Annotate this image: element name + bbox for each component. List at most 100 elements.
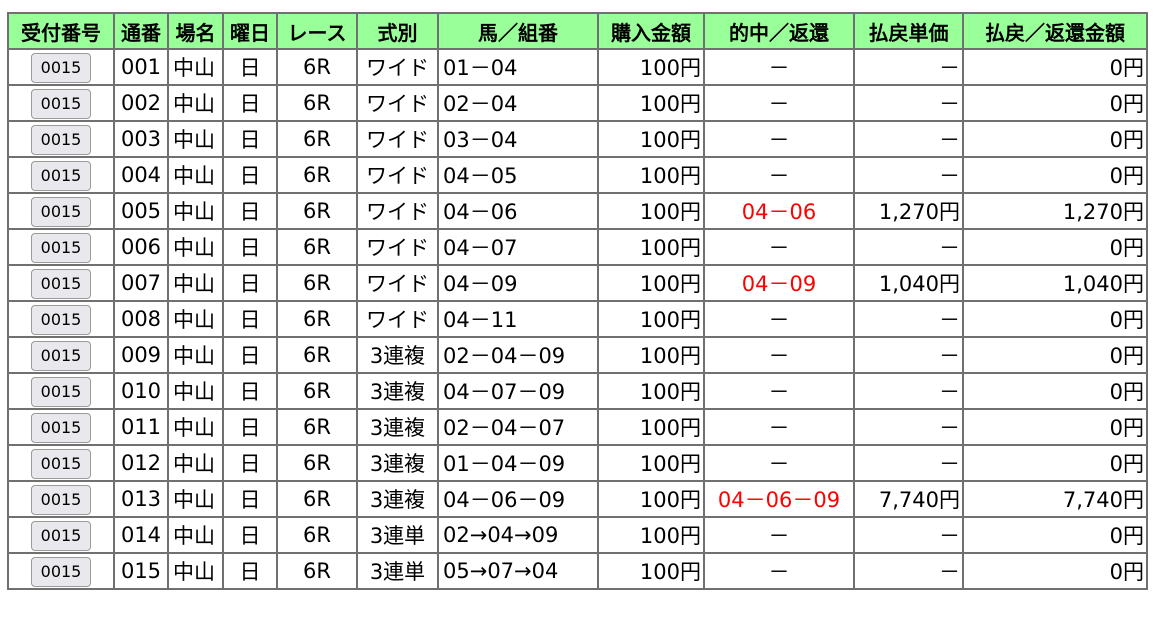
- receipt-cell: 0015: [7, 444, 115, 482]
- payout-unit-cell: －: [853, 336, 964, 374]
- hit-refund-cell: －: [703, 84, 855, 122]
- hit-refund-cell: －: [703, 336, 855, 374]
- day-cell: 日: [222, 336, 278, 374]
- hit-refund-cell: －: [703, 552, 855, 590]
- receipt-button[interactable]: 0015: [31, 269, 91, 299]
- serial-number-cell: 002: [113, 84, 169, 122]
- header-hit-refund: 的中／返還: [703, 12, 855, 50]
- venue-cell: 中山: [167, 156, 224, 194]
- purchase-amount-cell: 100円: [597, 264, 705, 302]
- purchase-amount-cell: 100円: [597, 48, 705, 86]
- hit-refund-cell: 04－06: [703, 192, 855, 230]
- serial-number-cell: 001: [113, 48, 169, 86]
- receipt-cell: 0015: [7, 336, 115, 374]
- combination-cell: 04－05: [437, 156, 599, 194]
- bet-results-table: 受付番号 通番 場名 曜日 レース 式別 馬／組番 購入金額 的中／返還 払戻単価 払戻／返還金額 …: [7, 12, 1148, 590]
- receipt-cell: 0015: [7, 264, 115, 302]
- serial-number-cell: 004: [113, 156, 169, 194]
- race-cell: 6R: [276, 444, 358, 482]
- receipt-button[interactable]: 0015: [31, 89, 91, 119]
- header-serial: 通番: [113, 12, 169, 50]
- receipt-button[interactable]: 0015: [31, 521, 91, 551]
- day-cell: 日: [222, 192, 278, 230]
- combination-cell: 05→07→04: [437, 552, 599, 590]
- header-payout-unit: 払戻単価: [853, 12, 964, 50]
- venue-cell: 中山: [167, 444, 224, 482]
- venue-cell: 中山: [167, 372, 224, 410]
- serial-number-cell: 003: [113, 120, 169, 158]
- payout-amount-cell: 0円: [962, 444, 1148, 482]
- payout-amount-cell: 0円: [962, 84, 1148, 122]
- day-cell: 日: [222, 516, 278, 554]
- receipt-button[interactable]: 0015: [31, 197, 91, 227]
- payout-unit-cell: －: [853, 372, 964, 410]
- hit-refund-cell: －: [703, 444, 855, 482]
- day-cell: 日: [222, 444, 278, 482]
- bet-type-cell: ワイド: [356, 84, 439, 122]
- receipt-button[interactable]: 0015: [31, 161, 91, 191]
- header-bet-type: 式別: [356, 12, 439, 50]
- combination-cell: 04－09: [437, 264, 599, 302]
- bet-type-cell: 3連複: [356, 480, 439, 518]
- header-venue: 場名: [167, 12, 224, 50]
- venue-cell: 中山: [167, 336, 224, 374]
- receipt-button[interactable]: 0015: [31, 233, 91, 263]
- combination-cell: 02－04: [437, 84, 599, 122]
- receipt-cell: 0015: [7, 300, 115, 338]
- venue-cell: 中山: [167, 552, 224, 590]
- table-row: 0015 008 中山日 6R ワイド 04－11 100円－－ 0円: [7, 300, 1148, 338]
- combination-cell: 02－04－07: [437, 408, 599, 446]
- day-cell: 日: [222, 264, 278, 302]
- hit-refund-cell: －: [703, 48, 855, 86]
- receipt-button[interactable]: 0015: [31, 413, 91, 443]
- payout-unit-cell: －: [853, 48, 964, 86]
- serial-number-cell: 009: [113, 336, 169, 374]
- venue-cell: 中山: [167, 228, 224, 266]
- payout-amount-cell: 0円: [962, 120, 1148, 158]
- payout-unit-cell: －: [853, 300, 964, 338]
- purchase-amount-cell: 100円: [597, 192, 705, 230]
- payout-unit-cell: －: [853, 228, 964, 266]
- purchase-amount-cell: 100円: [597, 120, 705, 158]
- serial-number-cell: 015: [113, 552, 169, 590]
- receipt-cell: 0015: [7, 480, 115, 518]
- payout-amount-cell: 0円: [962, 228, 1148, 266]
- payout-unit-cell: 1,040円: [853, 264, 964, 302]
- table-row: 0015 015 中山日 6R 3連単 05→07→04 100円－－ 0円: [7, 552, 1148, 590]
- day-cell: 日: [222, 408, 278, 446]
- venue-cell: 中山: [167, 192, 224, 230]
- receipt-button[interactable]: 0015: [31, 341, 91, 371]
- race-cell: 6R: [276, 264, 358, 302]
- receipt-button[interactable]: 0015: [31, 125, 91, 155]
- venue-cell: 中山: [167, 408, 224, 446]
- payout-unit-cell: －: [853, 84, 964, 122]
- receipt-button[interactable]: 0015: [31, 485, 91, 515]
- payout-amount-cell: 0円: [962, 408, 1148, 446]
- combination-cell: 01－04－09: [437, 444, 599, 482]
- receipt-button[interactable]: 0015: [31, 53, 91, 83]
- hit-refund-cell: －: [703, 300, 855, 338]
- serial-number-cell: 007: [113, 264, 169, 302]
- day-cell: 日: [222, 372, 278, 410]
- table-row: 0015 014 中山日 6R 3連単 02→04→09 100円－－ 0円: [7, 516, 1148, 554]
- receipt-cell: 0015: [7, 48, 115, 86]
- receipt-cell: 0015: [7, 408, 115, 446]
- receipt-cell: 0015: [7, 372, 115, 410]
- serial-number-cell: 008: [113, 300, 169, 338]
- hit-refund-cell: －: [703, 408, 855, 446]
- receipt-button[interactable]: 0015: [31, 449, 91, 479]
- purchase-amount-cell: 100円: [597, 156, 705, 194]
- race-cell: 6R: [276, 408, 358, 446]
- race-cell: 6R: [276, 480, 358, 518]
- receipt-button[interactable]: 0015: [31, 305, 91, 335]
- bet-type-cell: ワイド: [356, 156, 439, 194]
- payout-amount-cell: 0円: [962, 336, 1148, 374]
- payout-amount-cell: 0円: [962, 300, 1148, 338]
- payout-amount-cell: 1,040円: [962, 264, 1148, 302]
- hit-refund-cell: －: [703, 516, 855, 554]
- race-cell: 6R: [276, 84, 358, 122]
- receipt-button[interactable]: 0015: [31, 557, 91, 587]
- serial-number-cell: 012: [113, 444, 169, 482]
- bet-type-cell: 3連複: [356, 336, 439, 374]
- receipt-button[interactable]: 0015: [31, 377, 91, 407]
